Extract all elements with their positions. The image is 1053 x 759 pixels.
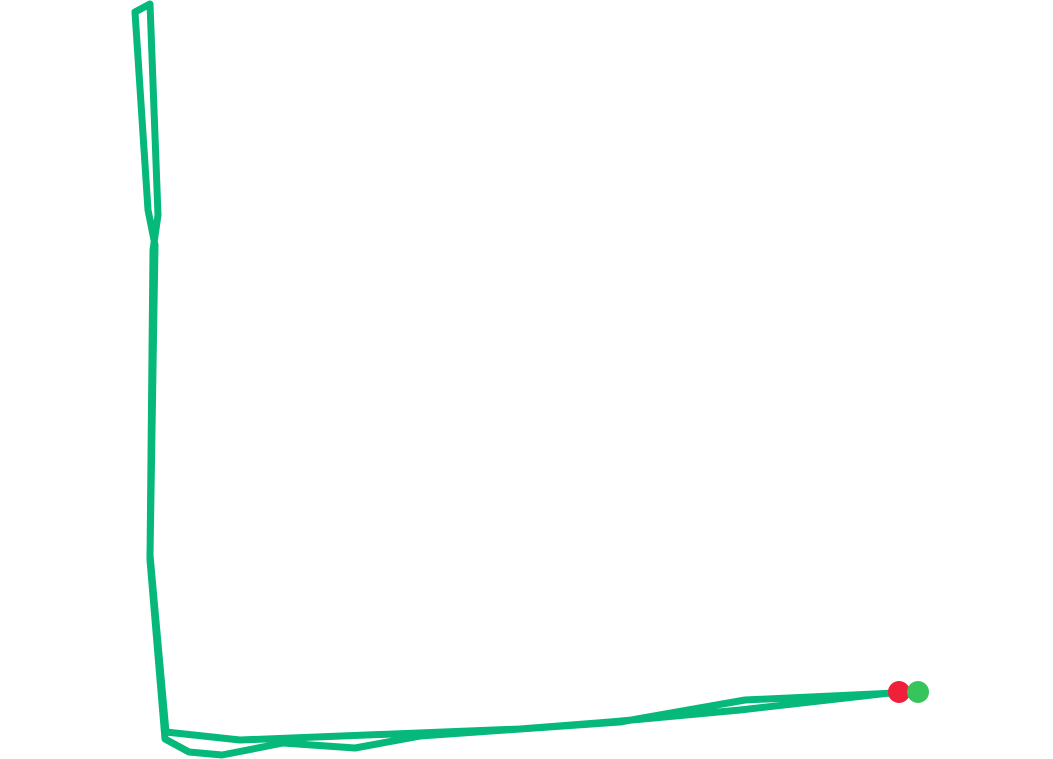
start-marker: [907, 681, 929, 703]
route-track: [131, 0, 922, 759]
end-marker: [888, 681, 910, 703]
